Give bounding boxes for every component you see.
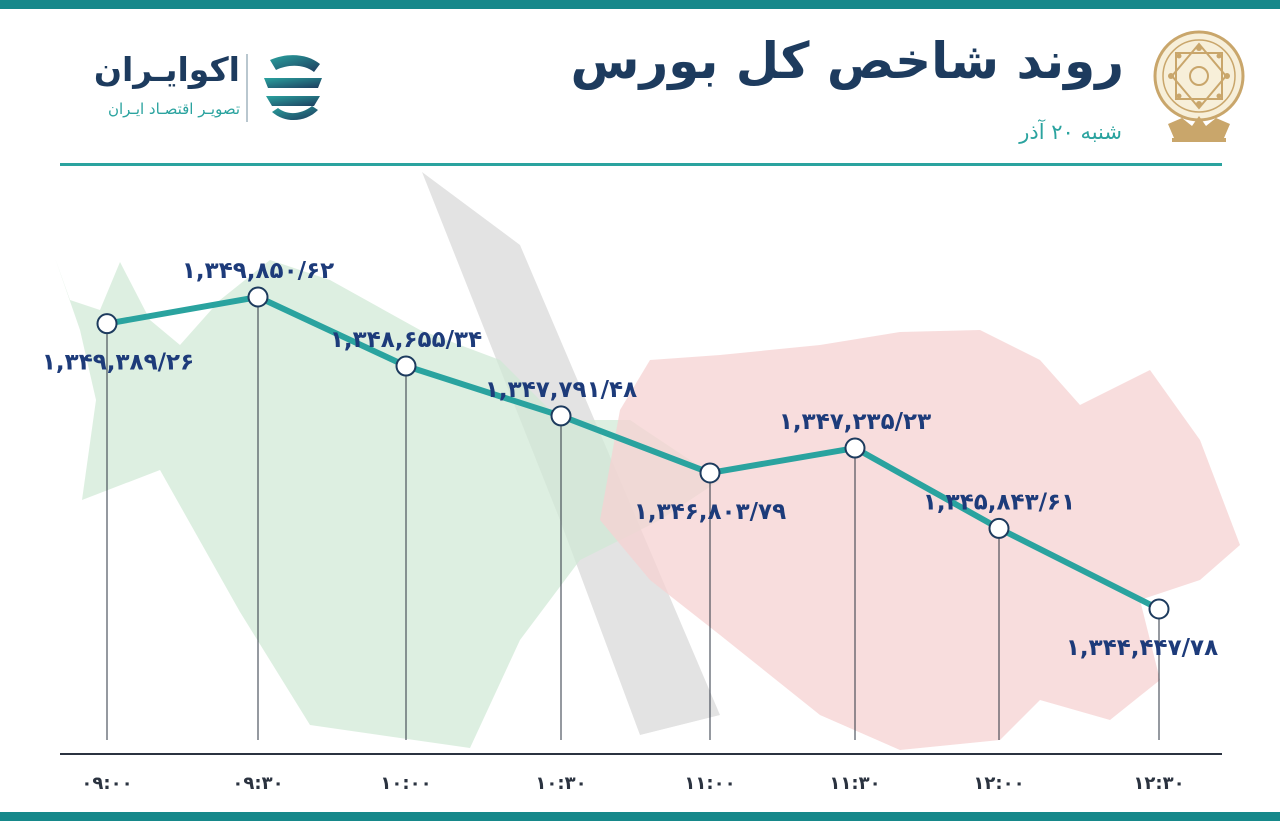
data-label: ۱,۳۴۸,۶۵۵/۳۴ <box>330 327 482 353</box>
data-point <box>96 313 118 335</box>
x-tick-label: ۱۰:۳۰ <box>535 773 586 794</box>
data-label: ۱,۳۴۹,۸۵۰/۶۲ <box>182 258 334 284</box>
data-label: ۱,۳۴۹,۳۸۹/۲۶ <box>42 350 194 376</box>
data-point <box>247 286 269 308</box>
data-point <box>1148 598 1170 620</box>
data-label: ۱,۳۴۷,۲۳۵/۲۳ <box>779 409 931 435</box>
x-tick-label: ۱۱:۰۰ <box>684 773 735 794</box>
top-accent-bar <box>0 0 1280 9</box>
x-tick-label: ۰۹:۰۰ <box>81 773 132 794</box>
brand-logo: اکوایـران تصویـر اقتصـاد ایـران <box>70 50 335 130</box>
page-title: روند شاخص کل بورس <box>570 32 1124 90</box>
logo-tagline: تصویـر اقتصـاد ایـران <box>107 100 240 118</box>
data-point <box>395 355 417 377</box>
logo-mark-icon <box>264 55 322 121</box>
logo-divider <box>246 54 248 122</box>
data-label: ۱,۳۴۶,۸۰۳/۷۹ <box>634 499 786 525</box>
x-tick-label: ۱۲:۰۰ <box>973 773 1024 794</box>
data-point <box>844 437 866 459</box>
data-label: ۱,۳۴۷,۷۹۱/۴۸ <box>485 377 637 403</box>
data-label: ۱,۳۴۵,۸۴۳/۶۱ <box>923 489 1075 515</box>
bull-silhouette <box>55 258 720 748</box>
bottom-accent-bar <box>0 812 1280 821</box>
decorative-background <box>55 172 1240 750</box>
x-tick-label: ۱۰:۰۰ <box>380 773 431 794</box>
page-subtitle: شنبه ۲۰ آذر <box>1019 120 1122 144</box>
x-tick-label: ۱۲:۳۰ <box>1133 773 1184 794</box>
exchange-seal-icon <box>1153 30 1245 142</box>
logo-name: اکوایـران <box>93 50 240 89</box>
series-line <box>104 294 1162 612</box>
bear-silhouette <box>600 330 1240 750</box>
data-point <box>550 405 572 427</box>
data-label: ۱,۳۴۴,۴۴۷/۷۸ <box>1066 635 1218 661</box>
data-point <box>699 462 721 484</box>
x-tick-label: ۰۹:۳۰ <box>232 773 283 794</box>
x-tick-label: ۱۱:۳۰ <box>829 773 880 794</box>
header-divider <box>60 163 1222 166</box>
data-point <box>988 517 1010 539</box>
